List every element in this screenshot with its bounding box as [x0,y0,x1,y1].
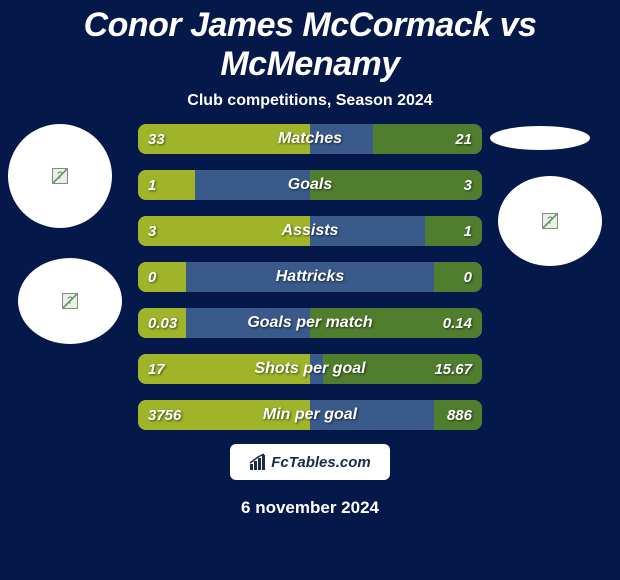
stat-label: Shots per goal [138,354,482,384]
stat-label: Min per goal [138,400,482,430]
player1-photo-avatar [18,258,122,344]
stat-row: 31Assists [138,216,482,246]
player2-club-ellipse [490,126,590,150]
stat-label: Assists [138,216,482,246]
player2-photo-avatar [498,176,602,266]
date-line: 6 november 2024 [0,498,620,518]
page-subtitle: Club competitions, Season 2024 [0,92,620,110]
stat-label: Goals per match [138,308,482,338]
stat-row: 3756886Min per goal [138,400,482,430]
stat-row: 1715.67Shots per goal [138,354,482,384]
image-placeholder-icon [62,293,78,309]
stat-row: 0.030.14Goals per match [138,308,482,338]
stat-row: 3321Matches [138,124,482,154]
page-title: Conor James McCormack vs McMenamy [0,0,620,84]
image-placeholder-icon [542,213,558,229]
stat-row: 13Goals [138,170,482,200]
image-placeholder-icon [52,168,68,184]
stat-row: 00Hattricks [138,262,482,292]
chart-icon [249,453,267,471]
stat-label: Matches [138,124,482,154]
brand-text: FcTables.com [271,454,370,471]
brand-badge: FcTables.com [230,444,390,480]
stat-label: Goals [138,170,482,200]
stats-comparison: 3321Matches 13Goals 31Assists 00Hattricks 0.… [138,124,482,446]
stat-label: Hattricks [138,262,482,292]
player1-club-avatar [8,124,112,228]
